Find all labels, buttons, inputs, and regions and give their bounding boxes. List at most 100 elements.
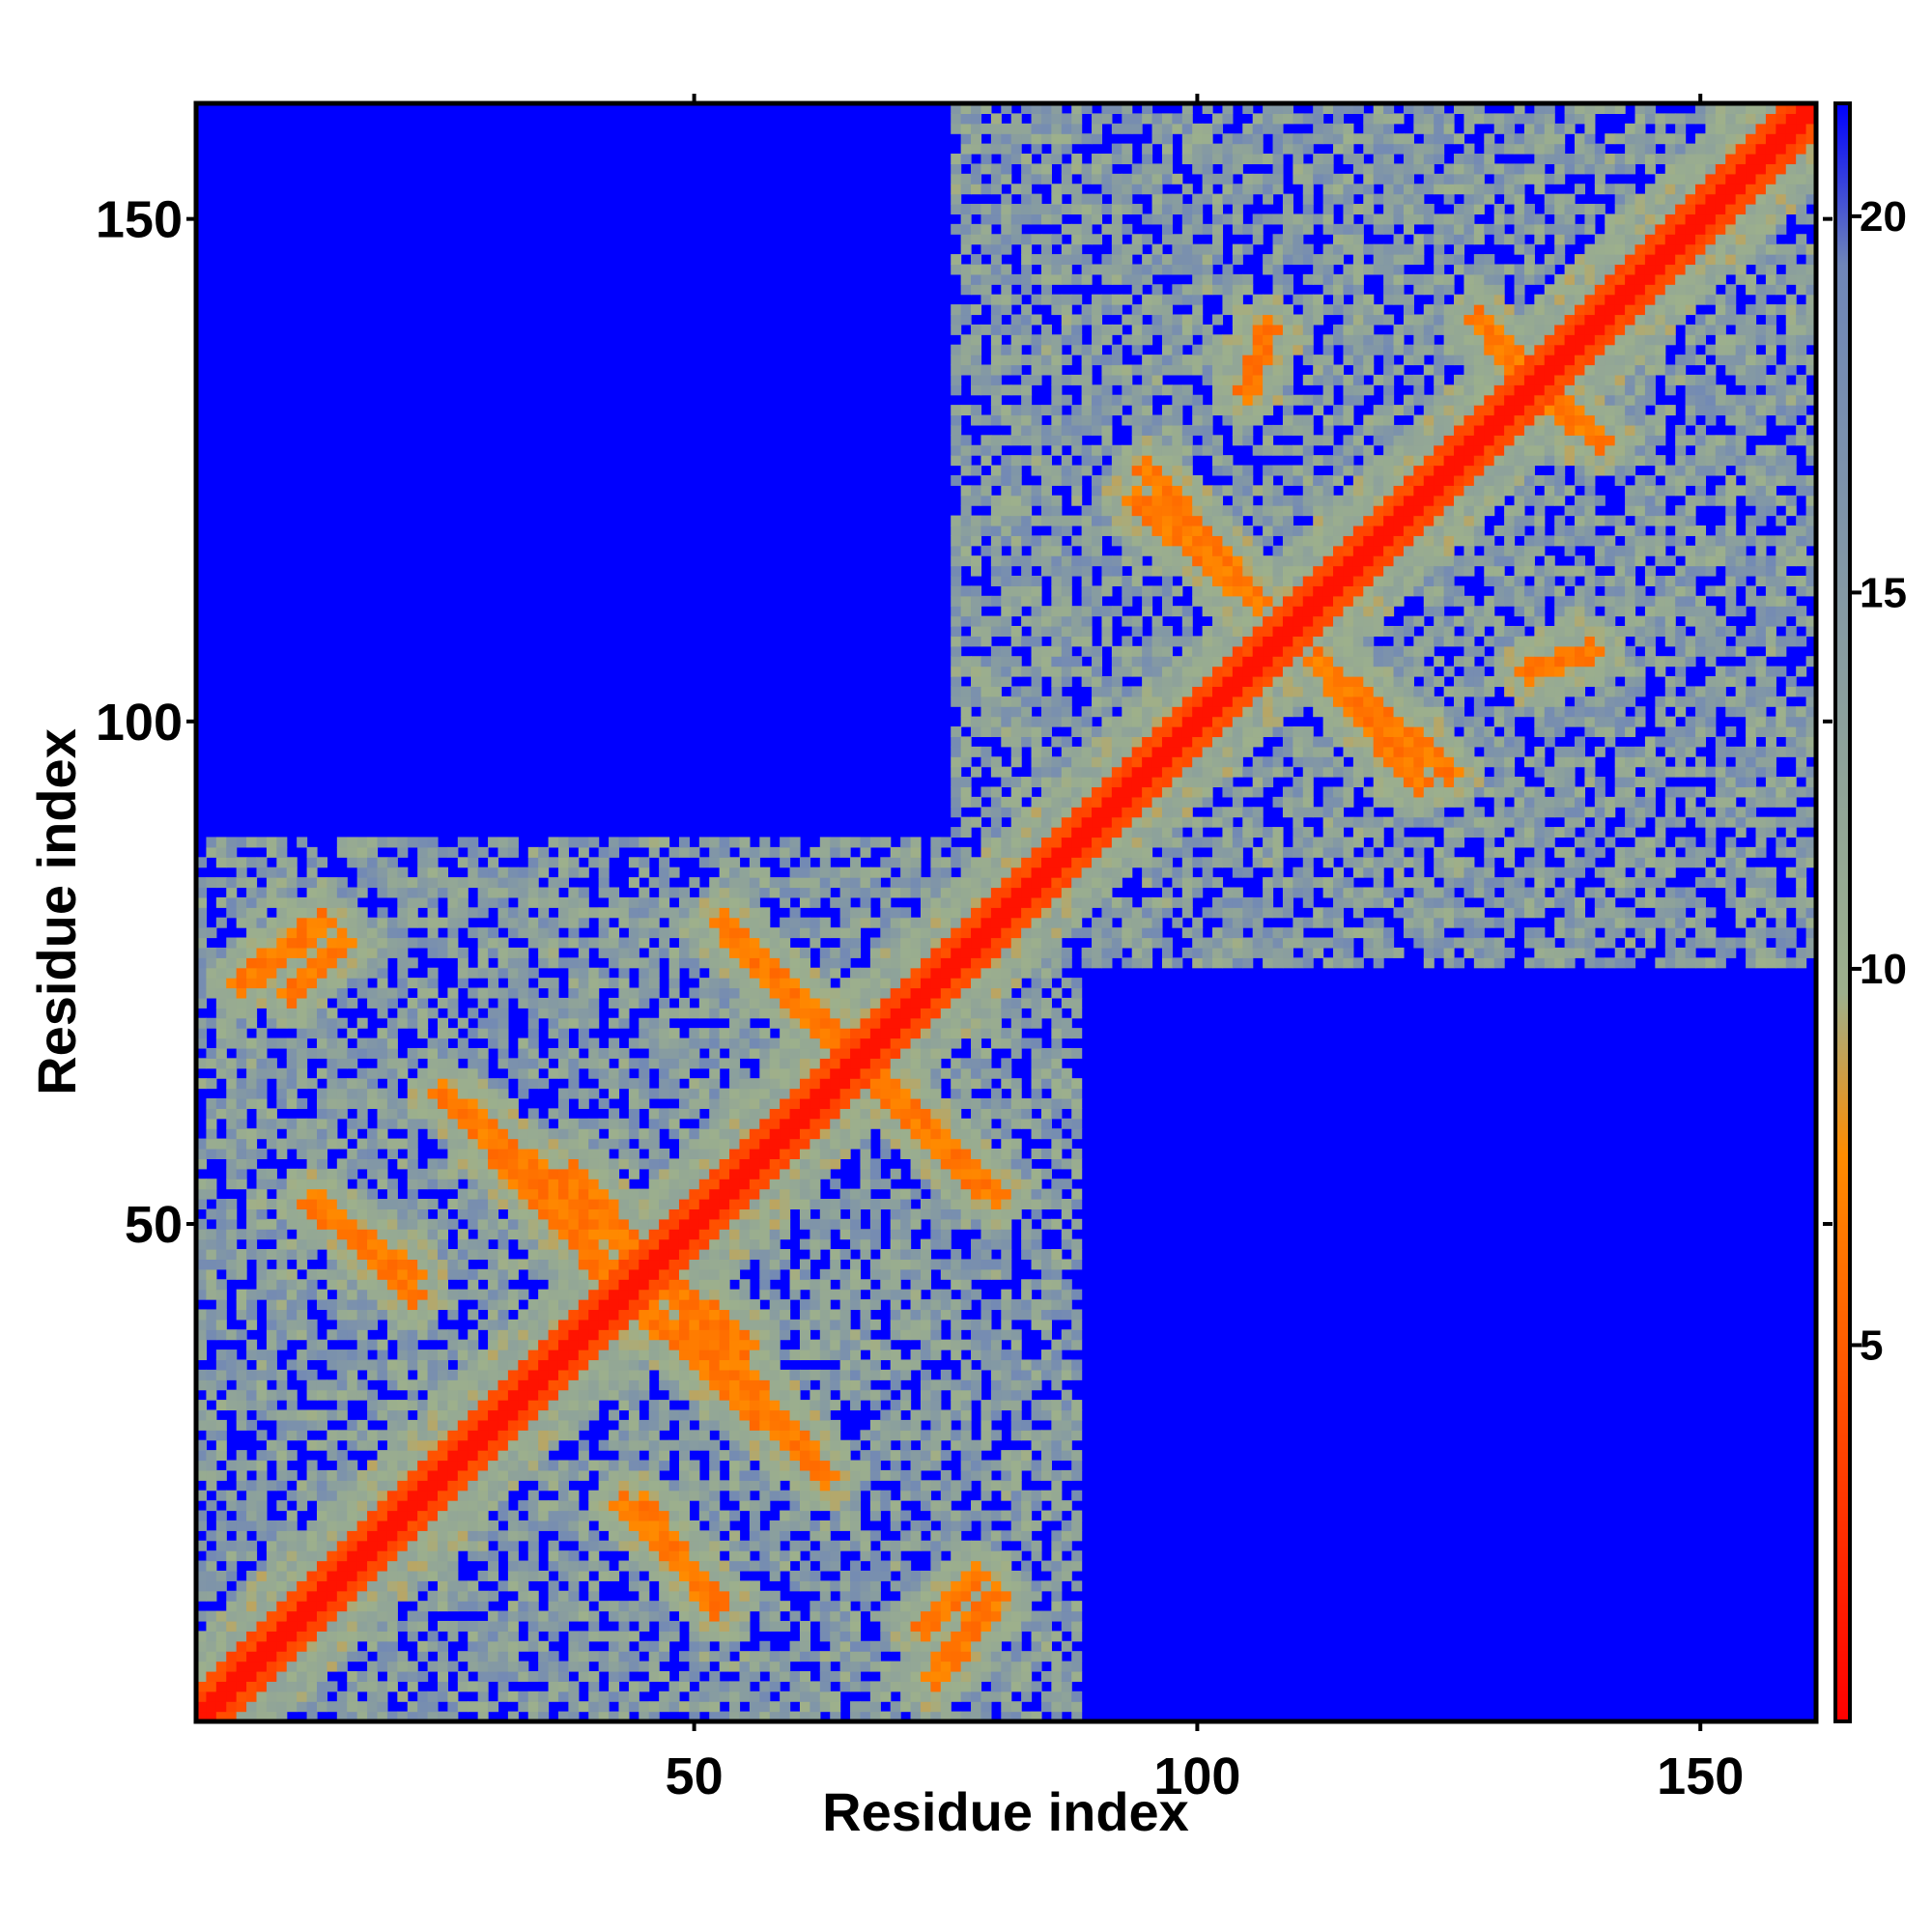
heatmap-cell xyxy=(497,1540,509,1551)
heatmap-cell xyxy=(839,1118,851,1129)
heatmap-cell xyxy=(678,1259,690,1270)
heatmap-cell xyxy=(386,1379,398,1391)
heatmap-cell xyxy=(759,1460,771,1471)
heatmap-cell xyxy=(336,1490,348,1501)
heatmap-cell xyxy=(437,1520,449,1531)
heatmap-cell xyxy=(457,1249,469,1261)
heatmap-cell xyxy=(659,1400,670,1411)
heatmap-cell xyxy=(890,1118,901,1129)
heatmap-cell xyxy=(709,1419,721,1431)
heatmap-cell xyxy=(850,978,862,989)
heatmap-cell xyxy=(336,1610,348,1622)
heatmap-cell xyxy=(659,887,670,898)
heatmap-cell xyxy=(356,1299,368,1311)
heatmap-cell xyxy=(276,1711,288,1721)
heatmap-cell xyxy=(347,1199,358,1210)
heatmap-cell xyxy=(698,1268,710,1280)
heatmap-cell xyxy=(588,1008,600,1019)
heatmap-cell xyxy=(789,1369,801,1380)
heatmap-cell xyxy=(417,937,429,949)
heatmap-cell xyxy=(799,1469,810,1481)
heatmap-cell xyxy=(729,1350,741,1361)
heatmap-cell xyxy=(316,1540,328,1551)
heatmap-cell xyxy=(246,907,258,919)
heatmap-cell xyxy=(890,1008,901,1019)
heatmap-cell xyxy=(759,1620,771,1632)
heatmap-cell xyxy=(799,1028,810,1039)
heatmap-cell xyxy=(447,987,459,999)
heatmap-cell xyxy=(538,1218,550,1230)
heatmap-cell xyxy=(488,1651,499,1662)
heatmap-cell xyxy=(276,997,288,1009)
heatmap-cell xyxy=(538,1510,550,1521)
heatmap-cell xyxy=(266,1400,277,1411)
heatmap-cell xyxy=(678,1580,690,1592)
heatmap-cell xyxy=(196,978,208,989)
heatmap-cell xyxy=(830,1711,841,1721)
heatmap-cell xyxy=(609,1490,620,1501)
heatmap-cell xyxy=(869,957,881,969)
heatmap-cell xyxy=(830,967,841,979)
heatmap-cell xyxy=(719,1128,730,1140)
heatmap-cell xyxy=(719,1138,730,1150)
heatmap-cell xyxy=(306,927,318,939)
heatmap-cell xyxy=(698,1229,710,1240)
heatmap-cell xyxy=(367,1701,379,1713)
heatmap-cell xyxy=(276,1480,288,1492)
heatmap-cell xyxy=(698,1088,710,1099)
heatmap-cell xyxy=(880,857,892,868)
heatmap-cell xyxy=(639,1620,650,1632)
heatmap-cell xyxy=(276,1590,288,1602)
heatmap-cell xyxy=(347,1500,358,1512)
heatmap-cell xyxy=(377,1208,388,1220)
heatmap-cell xyxy=(488,1229,499,1240)
heatmap-cell xyxy=(256,1490,268,1501)
heatmap-cell xyxy=(316,997,328,1009)
heatmap-cell xyxy=(407,1500,418,1512)
heatmap-cell xyxy=(598,917,610,928)
heatmap-cell xyxy=(427,1299,439,1311)
heatmap-cell xyxy=(306,1590,318,1602)
heatmap-cell xyxy=(347,1530,358,1542)
heatmap-cell xyxy=(327,877,338,889)
heatmap-cell xyxy=(557,1008,569,1019)
heatmap-cell xyxy=(578,1208,589,1220)
heatmap-cell xyxy=(407,1078,418,1090)
heatmap-cell xyxy=(729,1259,741,1270)
heatmap-cell xyxy=(367,967,379,979)
heatmap-cell xyxy=(628,1359,639,1371)
heatmap-cell xyxy=(527,1058,539,1069)
heatmap-cell xyxy=(386,1540,398,1551)
heatmap-cell xyxy=(548,1309,559,1321)
heatmap-cell xyxy=(659,1670,670,1682)
heatmap-cell xyxy=(367,1249,379,1261)
heatmap-cell xyxy=(568,1369,580,1380)
heatmap-cell xyxy=(618,1309,630,1321)
heatmap-cell xyxy=(246,1249,258,1261)
heatmap-cell xyxy=(196,1460,208,1471)
heatmap-cell xyxy=(457,1701,469,1713)
heatmap-cell xyxy=(527,1430,539,1441)
heatmap-cell xyxy=(497,907,509,919)
heatmap-cell xyxy=(729,1067,741,1079)
heatmap-cell xyxy=(427,1128,439,1140)
heatmap-cell xyxy=(336,917,348,928)
heatmap-cell xyxy=(336,1560,348,1572)
heatmap-cell xyxy=(196,1690,208,1702)
heatmap-cell xyxy=(356,1510,368,1521)
heatmap-cell xyxy=(196,1028,208,1039)
heatmap-cell xyxy=(880,987,892,999)
heatmap-cell xyxy=(347,927,358,939)
heatmap-cell xyxy=(336,927,348,939)
heatmap-cell xyxy=(839,1329,851,1341)
heatmap-cell xyxy=(286,1299,298,1311)
heatmap-cell xyxy=(527,1490,539,1501)
heatmap-cell xyxy=(568,1238,580,1250)
heatmap-cell xyxy=(276,857,288,868)
heatmap-cell xyxy=(839,1289,851,1300)
heatmap-cell xyxy=(417,1530,429,1542)
heatmap-cell xyxy=(678,1369,690,1380)
heatmap-cell xyxy=(327,1179,338,1190)
heatmap-cell xyxy=(719,1409,730,1421)
heatmap-cell xyxy=(206,1078,217,1090)
